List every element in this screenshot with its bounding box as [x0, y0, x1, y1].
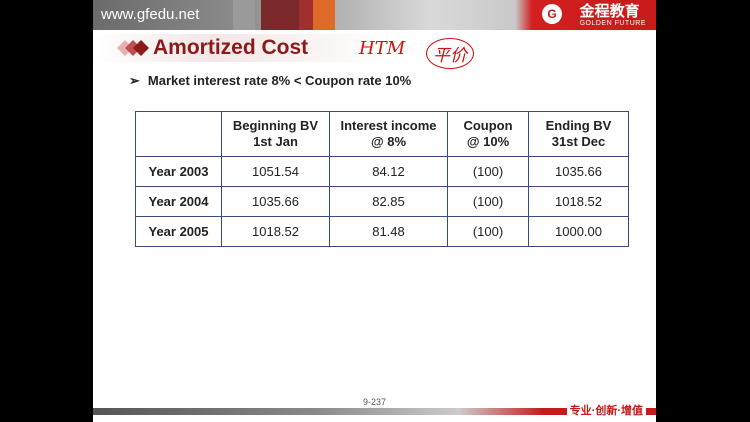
deco	[261, 0, 299, 30]
row: Year 2003 1051.54 84.12 (100) 1035.66	[135, 156, 629, 187]
row: Year 2005 1018.52 81.48 (100) 1000.00	[135, 216, 629, 247]
deco	[299, 0, 313, 30]
logo: 金程教育 GOLDEN FUTURE	[579, 3, 646, 28]
header-row: Beginning BV 1st Jan Interest income @ 8% Co…	[135, 111, 629, 157]
cell: (100)	[447, 216, 529, 247]
deco	[233, 0, 255, 30]
logo-icon: G	[542, 4, 562, 24]
header-text: Interest income	[340, 118, 437, 133]
cell: (100)	[447, 156, 529, 187]
slogan: 专业·创新·增值	[566, 402, 646, 418]
row: Year 2004 1035.66 82.85 (100) 1018.52	[135, 186, 629, 217]
cell: 1051.54	[221, 156, 330, 187]
cell: (100)	[447, 186, 529, 217]
header-text: 31st Dec	[551, 134, 606, 149]
cell: 1035.66	[221, 186, 330, 217]
table: Beginning BV 1st Jan Interest income @ 8% Co…	[135, 111, 629, 247]
cell: 81.48	[329, 216, 448, 247]
top-bar: www.gfedu.net G 金程教育 GOLDEN FUTURE	[93, 0, 656, 30]
header-text: Coupon	[463, 118, 513, 133]
header-text: Ending BV	[545, 118, 612, 133]
deco	[313, 0, 335, 30]
header-cell: Ending BV 31st Dec	[528, 111, 629, 157]
row-label: Year 2003	[135, 156, 222, 187]
header-cell: Beginning BV 1st Jan	[221, 111, 330, 157]
slide: www.gfedu.net G 金程教育 GOLDEN FUTURE Amort…	[93, 0, 656, 422]
header-text: 1st Jan	[253, 134, 298, 149]
cell: 1018.52	[221, 216, 330, 247]
header-text: @ 8%	[370, 134, 407, 149]
bullet-text: Market interest rate 8% < Coupon rate 10…	[147, 73, 412, 88]
header-cell: Coupon @ 10%	[447, 111, 529, 157]
title: Amortized Cost	[153, 36, 309, 59]
handwriting: HTM	[359, 38, 406, 59]
logo-subtext: GOLDEN FUTURE	[579, 20, 646, 27]
logo-text: 金程教育	[579, 3, 640, 20]
cell: 1000.00	[528, 216, 629, 247]
handwriting: 平价	[426, 38, 474, 69]
bottom-bar	[93, 408, 656, 415]
row-label: Year 2004	[135, 186, 222, 217]
cell: 84.12	[329, 156, 448, 187]
bullet: ➢ Market interest rate 8% < Coupon rate 1…	[129, 73, 412, 88]
url: www.gfedu.net	[101, 6, 200, 23]
cell: 1018.52	[528, 186, 629, 217]
title-icon	[117, 40, 149, 56]
header-text: Beginning BV	[232, 118, 319, 133]
cell: 1035.66	[528, 156, 629, 187]
page-number: 9-237	[363, 397, 387, 407]
row-label: Year 2005	[135, 216, 222, 247]
header-cell: Interest income @ 8%	[329, 111, 448, 157]
cell: 82.85	[329, 186, 448, 217]
header-text: @ 10%	[466, 134, 510, 149]
header-cell	[135, 111, 222, 157]
